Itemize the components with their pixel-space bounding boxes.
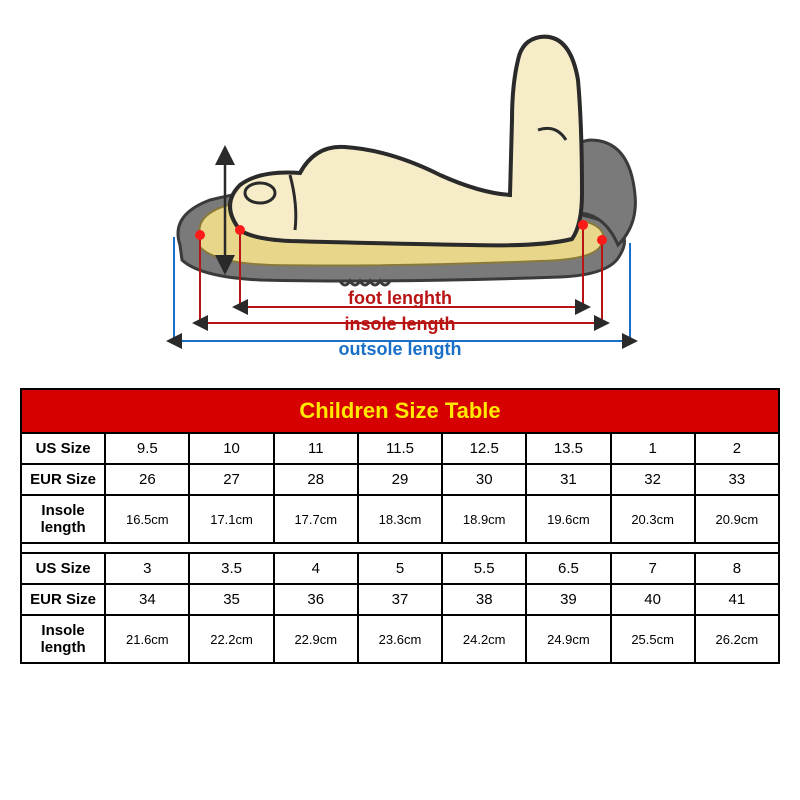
- table-title: Children Size Table: [21, 389, 779, 433]
- cell: 34: [105, 584, 189, 615]
- table-row: US Size 9.5 10 11 11.5 12.5 13.5 1 2: [21, 433, 779, 464]
- cell: 17.1cm: [189, 495, 273, 543]
- outsole-length-label: outsole length: [339, 337, 462, 362]
- table-row: US Size 3 3.5 4 5 5.5 6.5 7 8: [21, 553, 779, 584]
- cell: 11: [274, 433, 358, 464]
- cell: 32: [611, 464, 695, 495]
- cell: 39: [526, 584, 610, 615]
- shoe-measurement-diagram: foot lenghth insole length outsole lengt…: [0, 0, 800, 380]
- cell: 23.6cm: [358, 615, 442, 663]
- cell: 26.2cm: [695, 615, 779, 663]
- cell: 38: [442, 584, 526, 615]
- row-label-eur: EUR Size: [21, 464, 105, 495]
- row-label-eur: EUR Size: [21, 584, 105, 615]
- cell: 18.3cm: [358, 495, 442, 543]
- cell: 24.9cm: [526, 615, 610, 663]
- cell: 6.5: [526, 553, 610, 584]
- table-row: Insole length 21.6cm 22.2cm 22.9cm 23.6c…: [21, 615, 779, 663]
- cell: 12.5: [442, 433, 526, 464]
- cell: 36: [274, 584, 358, 615]
- cell: 16.5cm: [105, 495, 189, 543]
- cell: 13.5: [526, 433, 610, 464]
- table-title-row: Children Size Table: [21, 389, 779, 433]
- cell: 22.9cm: [274, 615, 358, 663]
- cell: 33: [695, 464, 779, 495]
- row-label-us: US Size: [21, 553, 105, 584]
- cell: 25.5cm: [611, 615, 695, 663]
- cell: 5.5: [442, 553, 526, 584]
- cell: 7: [611, 553, 695, 584]
- cell: 40: [611, 584, 695, 615]
- size-table-container: Children Size Table US Size 9.5 10 11 11…: [20, 388, 780, 664]
- cell: 20.3cm: [611, 495, 695, 543]
- cell: 24.2cm: [442, 615, 526, 663]
- cell: 27: [189, 464, 273, 495]
- cell: 37: [358, 584, 442, 615]
- cell: 4: [274, 553, 358, 584]
- cell: 19.6cm: [526, 495, 610, 543]
- row-label-insole: Insole length: [21, 615, 105, 663]
- children-size-table: Children Size Table US Size 9.5 10 11 11…: [20, 388, 780, 664]
- cell: 2: [695, 433, 779, 464]
- row-label-us: US Size: [21, 433, 105, 464]
- cell: 22.2cm: [189, 615, 273, 663]
- cell: 21.6cm: [105, 615, 189, 663]
- cell: 29: [358, 464, 442, 495]
- foot-length-label: foot lenghth: [339, 286, 462, 311]
- cell: 31: [526, 464, 610, 495]
- cell: 18.9cm: [442, 495, 526, 543]
- cell: 20.9cm: [695, 495, 779, 543]
- cell: 30: [442, 464, 526, 495]
- measurement-labels: foot lenghth insole length outsole lengt…: [339, 286, 462, 362]
- cell: 41: [695, 584, 779, 615]
- cell: 28: [274, 464, 358, 495]
- cell: 11.5: [358, 433, 442, 464]
- cell: 35: [189, 584, 273, 615]
- row-label-insole: Insole length: [21, 495, 105, 543]
- cell: 1: [611, 433, 695, 464]
- cell: 5: [358, 553, 442, 584]
- table-row: EUR Size 26 27 28 29 30 31 32 33: [21, 464, 779, 495]
- table-row: Insole length 16.5cm 17.1cm 17.7cm 18.3c…: [21, 495, 779, 543]
- table-row: EUR Size 34 35 36 37 38 39 40 41: [21, 584, 779, 615]
- table-spacer: [21, 543, 779, 553]
- cell: 26: [105, 464, 189, 495]
- cell: 10: [189, 433, 273, 464]
- cell: 17.7cm: [274, 495, 358, 543]
- cell: 3: [105, 553, 189, 584]
- cell: 3.5: [189, 553, 273, 584]
- cell: 9.5: [105, 433, 189, 464]
- insole-length-label: insole length: [339, 312, 462, 337]
- cell: 8: [695, 553, 779, 584]
